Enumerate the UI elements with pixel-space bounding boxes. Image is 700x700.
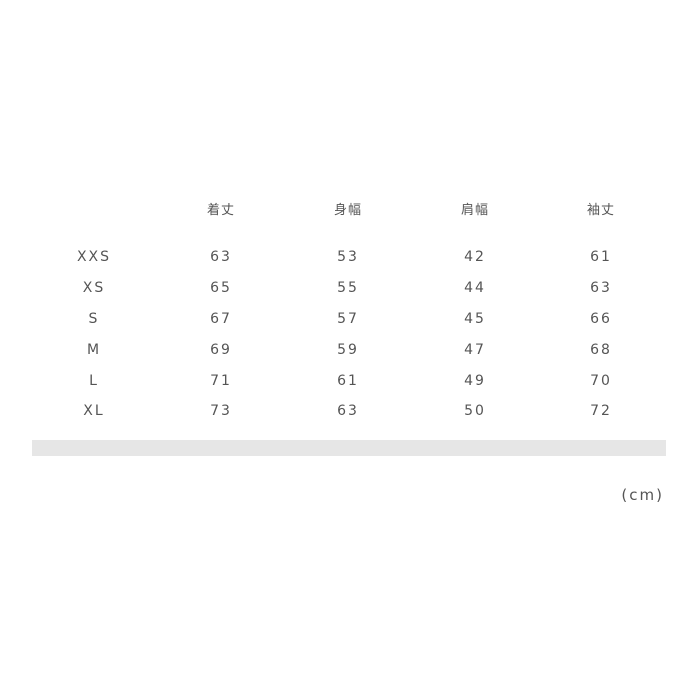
size-label: M	[86, 342, 102, 358]
size-label: XL	[83, 403, 105, 419]
table-cell: 71	[210, 373, 232, 389]
table-cell: 65	[210, 280, 232, 296]
size-label: XXS	[76, 249, 112, 265]
table-cell: 42	[464, 249, 486, 265]
table-cell: 59	[337, 342, 359, 358]
table-cell: 49	[464, 373, 486, 389]
table-cell: 69	[210, 342, 232, 358]
table-cell: 63	[337, 403, 359, 419]
table-cell: 68	[590, 342, 612, 358]
table-cell: 73	[210, 403, 232, 419]
size-label: S	[88, 311, 100, 327]
size-label: L	[89, 373, 99, 389]
table-cell: 63	[210, 249, 232, 265]
table-cell: 63	[590, 280, 612, 296]
table-cell: 70	[590, 373, 612, 389]
table-cell: 50	[464, 403, 486, 419]
column-header: 身幅	[333, 203, 362, 218]
table-cell: 45	[464, 311, 486, 327]
divider-bar	[32, 440, 666, 456]
size-label: XS	[82, 280, 106, 296]
column-header: 肩幅	[460, 203, 489, 218]
table-cell: 66	[590, 311, 612, 327]
table-cell: 57	[337, 311, 359, 327]
table-cell: 72	[590, 403, 612, 419]
table-cell: 47	[464, 342, 486, 358]
table-cell: 61	[590, 249, 612, 265]
column-header: 袖丈	[586, 203, 615, 218]
table-cell: 55	[337, 280, 359, 296]
table-cell: 44	[464, 280, 486, 296]
column-header: 着丈	[206, 203, 235, 218]
table-cell: 61	[337, 373, 359, 389]
table-cell: 53	[337, 249, 359, 265]
unit-label: (cm)	[621, 486, 664, 504]
table-cell: 67	[210, 311, 232, 327]
